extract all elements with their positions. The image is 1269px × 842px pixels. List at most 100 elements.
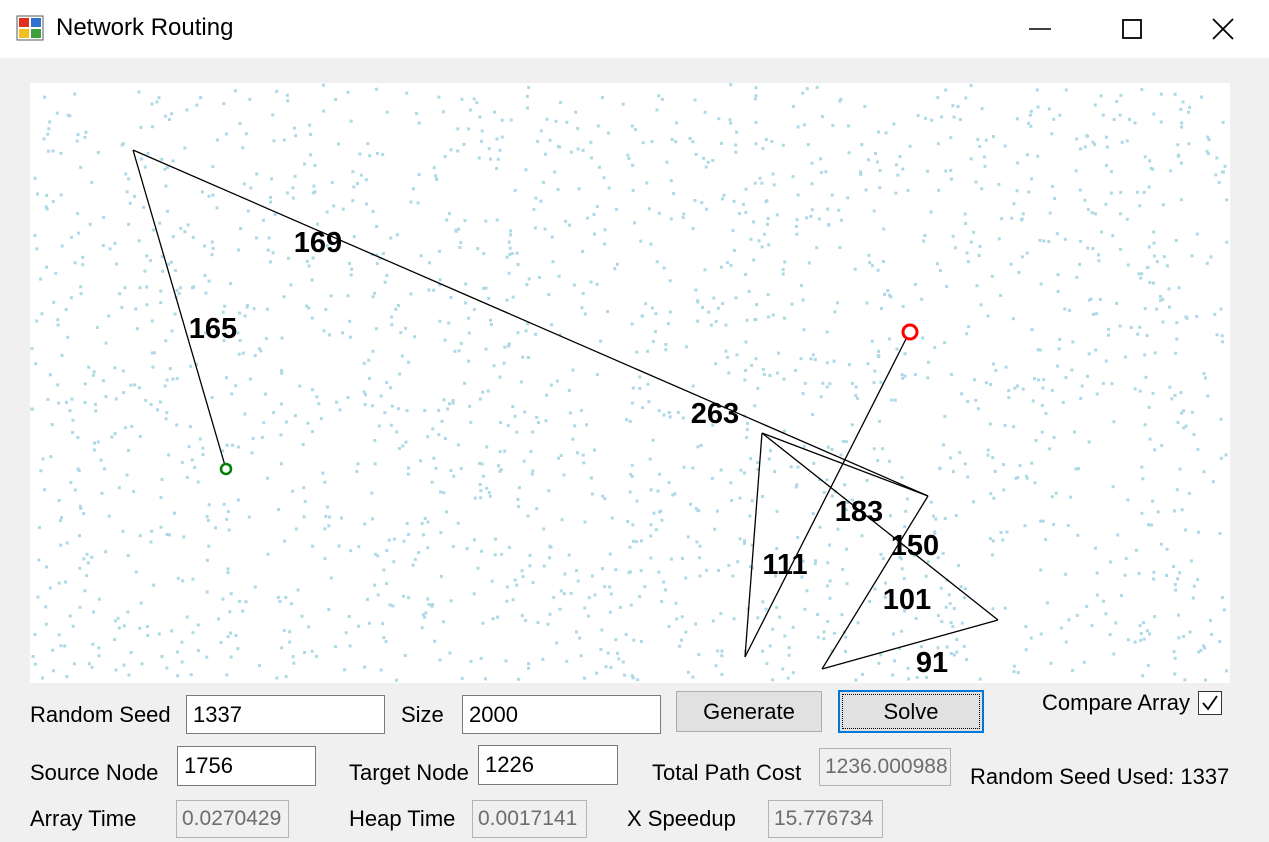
node-point [870, 339, 874, 343]
node-point [583, 520, 587, 524]
node-point [510, 252, 514, 255]
edge-line [761, 432, 999, 621]
node-point [775, 509, 779, 513]
node-point [1140, 511, 1144, 515]
node-point [1125, 217, 1129, 221]
solve-button[interactable]: Solve [838, 690, 984, 733]
node-point [57, 401, 61, 405]
size-input[interactable] [462, 695, 661, 734]
node-point [262, 421, 266, 425]
total-path-cost-field[interactable]: 1236.000988 [819, 748, 951, 786]
node-point [691, 226, 695, 230]
node-point [744, 369, 748, 372]
node-point [958, 451, 962, 455]
node-point [1145, 629, 1149, 633]
heap-time-field[interactable]: 0.0017141 [472, 800, 587, 838]
node-point [94, 409, 98, 413]
node-point [43, 95, 47, 99]
node-point [66, 113, 70, 117]
node-point [585, 423, 589, 427]
node-point [952, 653, 956, 657]
node-point [629, 472, 633, 476]
node-point [676, 410, 680, 414]
node-point [664, 343, 668, 346]
node-point [895, 347, 899, 351]
node-point [1039, 282, 1043, 286]
target-node-input[interactable] [478, 745, 618, 785]
node-point [1108, 633, 1112, 637]
node-point [253, 585, 257, 589]
node-point [754, 357, 758, 361]
node-point [293, 174, 297, 178]
random-seed-input[interactable] [186, 695, 385, 734]
node-point [195, 362, 199, 366]
node-point [568, 411, 572, 415]
speedup-field[interactable]: 15.776734 [768, 800, 883, 838]
node-point [1095, 571, 1099, 575]
node-point [1064, 572, 1068, 576]
minimize-button[interactable] [994, 0, 1086, 58]
edge-label: 101 [883, 584, 931, 616]
node-point [1105, 145, 1109, 149]
node-point [1050, 388, 1054, 392]
node-point [300, 614, 304, 618]
node-point [719, 468, 723, 472]
node-point [900, 629, 904, 633]
node-point [794, 225, 798, 228]
node-point [978, 145, 982, 149]
node-point [837, 208, 841, 212]
source-node-input[interactable] [177, 746, 316, 786]
node-point [914, 542, 918, 546]
node-point [201, 446, 205, 450]
generate-button[interactable]: Generate [676, 691, 822, 732]
node-point [104, 341, 108, 345]
node-point [1175, 337, 1179, 341]
node-point [70, 397, 74, 401]
compare-array-checkbox[interactable] [1198, 691, 1222, 715]
node-point [396, 304, 400, 307]
node-point [556, 379, 559, 383]
node-point [480, 129, 484, 133]
close-button[interactable] [1177, 0, 1269, 58]
node-point [137, 239, 141, 243]
node-point [936, 646, 940, 650]
node-point [630, 401, 634, 405]
node-point [1094, 546, 1097, 550]
node-point [647, 207, 651, 211]
node-point [376, 593, 380, 597]
node-point [292, 126, 296, 130]
node-point [771, 313, 775, 317]
node-point [525, 283, 529, 287]
node-point [684, 576, 688, 580]
node-point [962, 644, 966, 648]
graph-canvas[interactable]: 169 165 263 183 150 111 101 91 [30, 83, 1230, 683]
node-point [150, 102, 154, 106]
node-point [1100, 230, 1104, 234]
node-point [882, 260, 885, 263]
node-point [88, 222, 92, 226]
node-point [954, 514, 958, 517]
node-point [442, 491, 446, 495]
node-point [41, 676, 44, 680]
node-point [375, 262, 379, 266]
node-point [348, 319, 352, 323]
node-point [1218, 531, 1222, 535]
node-point [699, 443, 703, 447]
node-point [771, 678, 775, 682]
node-point [524, 329, 528, 333]
node-point [92, 610, 95, 614]
node-point [1200, 95, 1203, 99]
node-point [120, 143, 124, 147]
node-point [1124, 557, 1128, 561]
node-point [916, 114, 920, 117]
node-point [802, 123, 806, 127]
node-point [841, 568, 845, 571]
node-point [1094, 348, 1098, 352]
array-time-field[interactable]: 0.0270429 [176, 800, 289, 838]
node-point [671, 493, 675, 497]
maximize-button[interactable] [1086, 0, 1178, 58]
node-point [630, 674, 634, 678]
node-point [720, 141, 723, 145]
node-point [891, 673, 895, 677]
node-point [83, 400, 87, 404]
